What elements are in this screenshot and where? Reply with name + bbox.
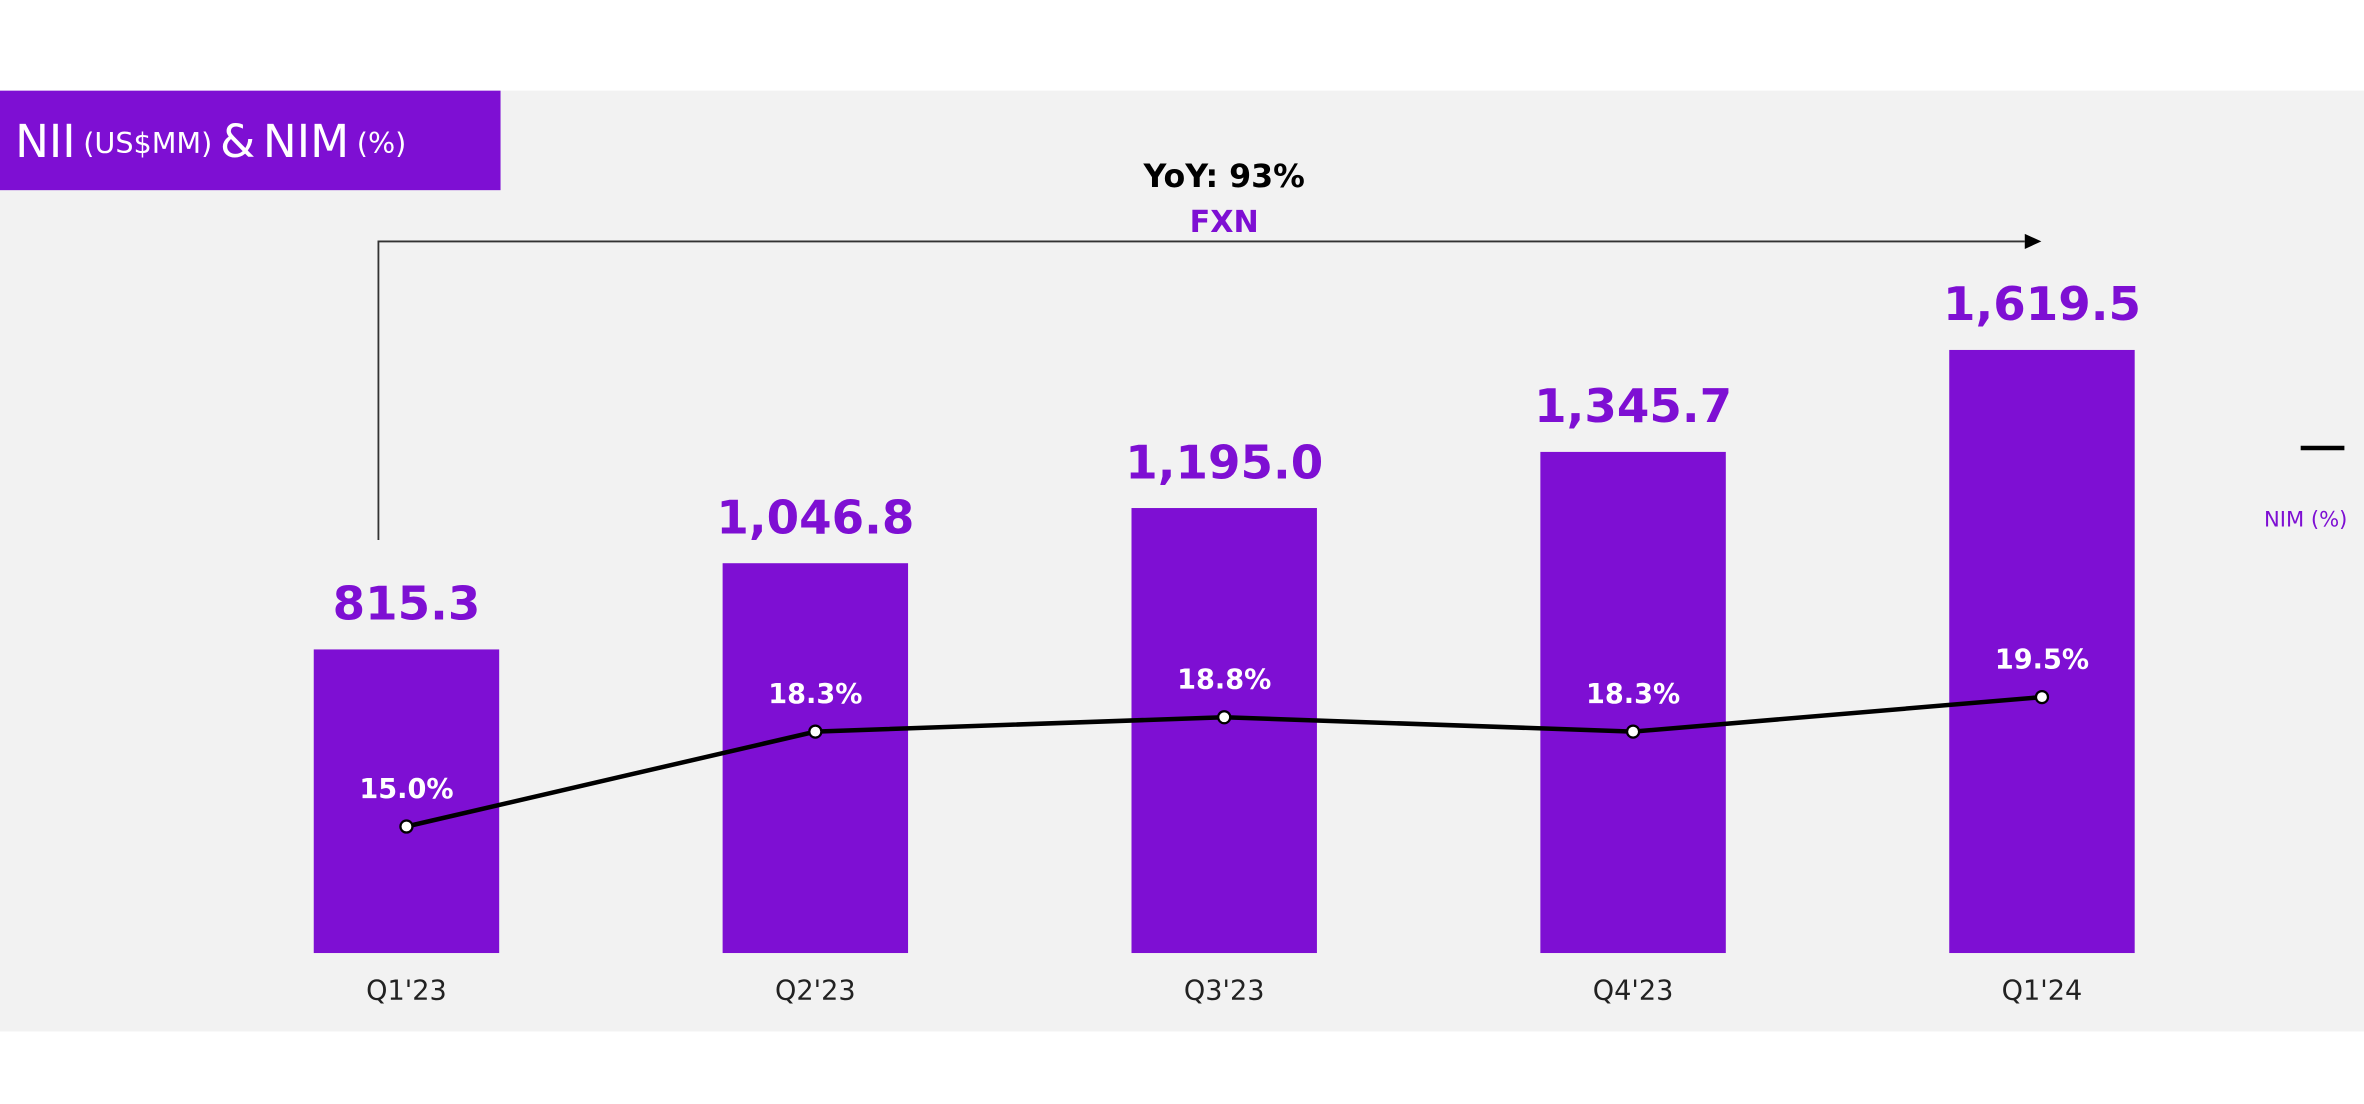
yoy-arrow bbox=[377, 240, 2025, 540]
bar bbox=[1949, 349, 2135, 954]
value-label: 18.3% bbox=[768, 679, 862, 710]
line-point bbox=[1217, 710, 1232, 725]
annotation: FXN bbox=[1190, 205, 1259, 240]
bar bbox=[1131, 508, 1317, 954]
value-label: 1,195.0 bbox=[1125, 436, 1323, 490]
annotation: YoY: 93% bbox=[1143, 159, 1305, 195]
bar bbox=[722, 563, 909, 954]
title-part: (%) bbox=[357, 126, 407, 160]
line-point bbox=[1625, 724, 1641, 739]
title-box bbox=[0, 90, 501, 191]
title-part: & bbox=[220, 115, 255, 168]
value-label: 1,046.8 bbox=[716, 492, 914, 546]
x-tick-label: Q2'23 bbox=[775, 976, 856, 1007]
value-label: 19.5% bbox=[1995, 644, 2089, 675]
line-point bbox=[2034, 689, 2050, 705]
line-point bbox=[808, 724, 823, 739]
x-tick-label: Q1'24 bbox=[2002, 976, 2083, 1007]
value-label: 18.3% bbox=[1586, 679, 1680, 710]
x-tick-label: Q4'23 bbox=[1593, 976, 1674, 1007]
value-label: 1,619.5 bbox=[1943, 278, 2141, 332]
legend-label: NIM (%) bbox=[2264, 506, 2347, 531]
title-part: NII bbox=[15, 115, 76, 168]
value-label: 15.0% bbox=[359, 774, 453, 805]
line-point bbox=[399, 819, 414, 834]
value-label: 18.8% bbox=[1177, 665, 1271, 696]
bar bbox=[313, 649, 500, 954]
chart-title: NII (US$MM) & NIM (%) bbox=[15, 115, 406, 168]
bar bbox=[1540, 451, 1726, 954]
value-label: 1,345.7 bbox=[1534, 380, 1732, 434]
value-label: 815.3 bbox=[333, 578, 481, 632]
x-tick-label: Q3'23 bbox=[1184, 976, 1265, 1007]
title-part: (US$MM) bbox=[83, 126, 212, 160]
title-part: NIM bbox=[263, 115, 349, 168]
x-tick-label: Q1'23 bbox=[366, 976, 447, 1007]
arrow-head bbox=[2024, 233, 2042, 249]
